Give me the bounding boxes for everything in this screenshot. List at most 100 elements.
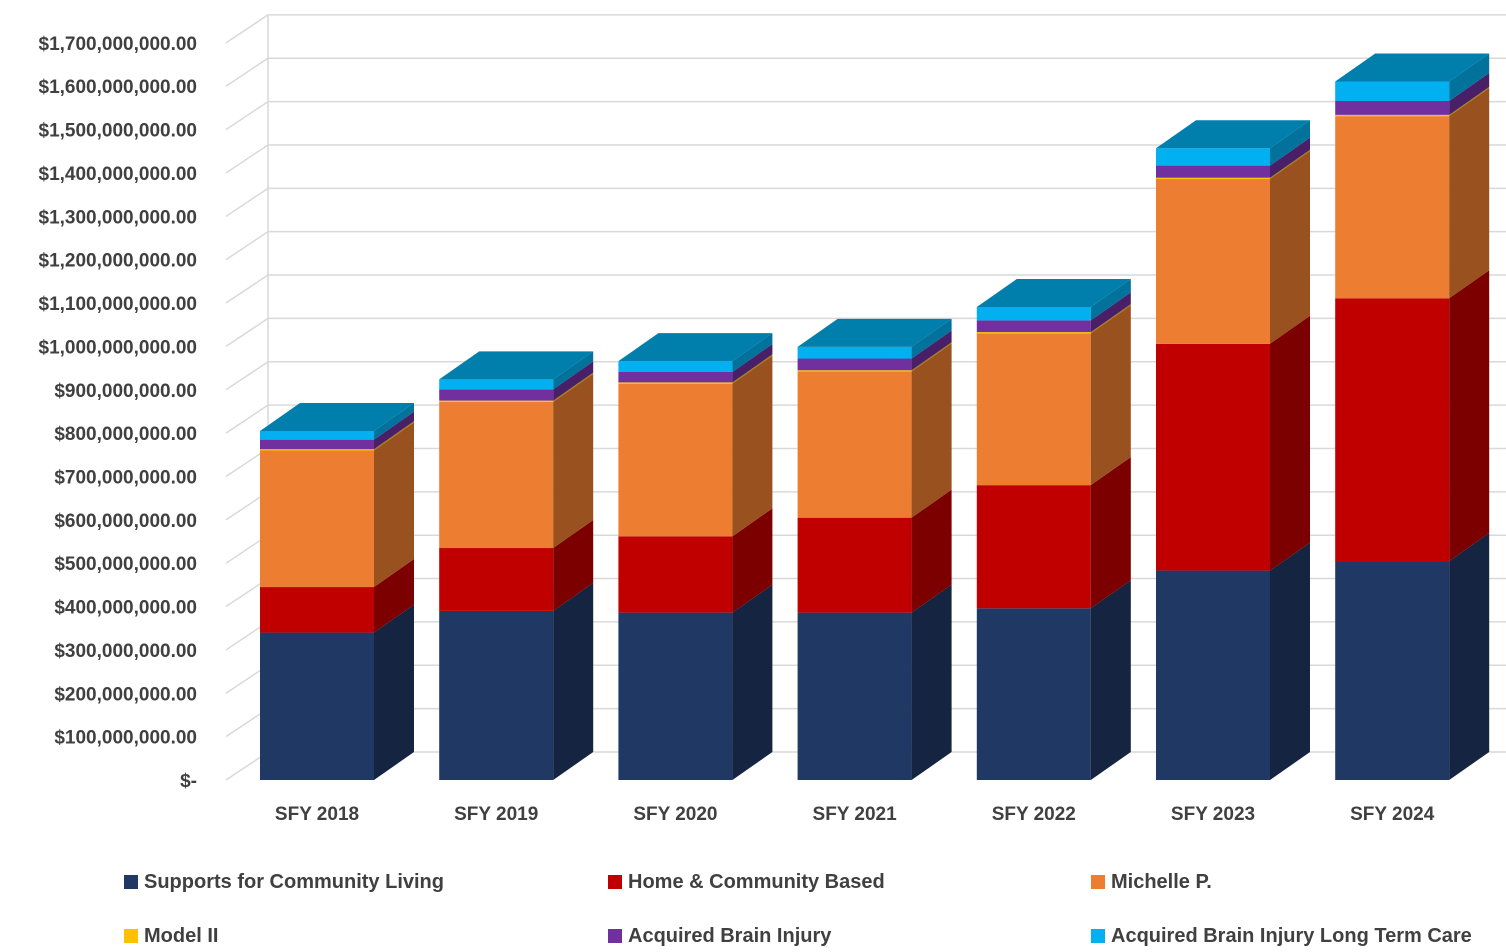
y-tick-label: $1,200,000,000.00 bbox=[39, 251, 198, 272]
bar-segment-side bbox=[732, 333, 773, 372]
bar-segment-side bbox=[911, 330, 952, 371]
bar-segment-side bbox=[1270, 315, 1310, 571]
bar-top bbox=[797, 318, 952, 347]
bar-segment-front bbox=[618, 382, 733, 384]
y-tick-label: $400,000,000.00 bbox=[54, 598, 197, 619]
bar-segment-front bbox=[797, 358, 912, 371]
bar-stack bbox=[797, 318, 952, 780]
bar-top bbox=[1156, 120, 1310, 149]
bar-segment-front bbox=[260, 430, 374, 440]
bar-stack bbox=[260, 402, 414, 780]
bar-segment-front bbox=[260, 632, 374, 780]
y-tick-label: $800,000,000.00 bbox=[54, 424, 197, 445]
y-tick-label: $200,000,000.00 bbox=[54, 684, 197, 705]
bar-stack bbox=[1335, 53, 1490, 780]
bar-top bbox=[260, 402, 414, 431]
bar-segment-front bbox=[797, 612, 912, 780]
bar-segment-front bbox=[797, 346, 912, 359]
bar-segment-front bbox=[976, 485, 1091, 609]
bar-segment-side bbox=[1270, 149, 1310, 180]
y-tick-label: $1,700,000,000.00 bbox=[39, 34, 198, 55]
gridline bbox=[225, 100, 1506, 131]
y-tick-label: $1,000,000,000.00 bbox=[39, 337, 198, 358]
bar-segment-front bbox=[976, 320, 1091, 333]
bar-segment-side bbox=[1449, 270, 1490, 562]
bar-segment-side bbox=[553, 361, 594, 401]
bar-segment-side bbox=[553, 351, 594, 390]
bar-segment-front bbox=[439, 400, 554, 402]
bar-segment-front bbox=[1335, 114, 1450, 117]
bar-segment-side bbox=[374, 411, 414, 450]
bar-segment-front bbox=[260, 449, 374, 451]
bar-segment-front bbox=[1156, 570, 1270, 780]
bar-segment-side bbox=[911, 489, 952, 613]
gridline bbox=[225, 274, 1506, 304]
bar-segment-front bbox=[260, 450, 374, 588]
gridline bbox=[225, 144, 1506, 174]
bar-segment-front bbox=[439, 379, 554, 390]
bar-segment-side bbox=[1090, 304, 1131, 334]
bar-segment-front bbox=[618, 361, 733, 372]
bar-segment-side bbox=[732, 354, 773, 384]
y-tick-label: $700,000,000.00 bbox=[54, 467, 197, 488]
bar-segment-side bbox=[732, 343, 773, 383]
bar-top bbox=[976, 278, 1131, 307]
x-tick-label: SFY 2022 bbox=[992, 804, 1076, 825]
bar-segment-front bbox=[1156, 179, 1270, 344]
y-tick-label: $100,000,000.00 bbox=[54, 728, 197, 749]
x-tick-label: SFY 2018 bbox=[275, 804, 359, 825]
bar-segment-front bbox=[1335, 561, 1450, 780]
bar-top bbox=[439, 351, 594, 380]
bar-segment-front bbox=[1156, 177, 1270, 180]
gridline bbox=[225, 230, 1506, 261]
bar-segment-front bbox=[439, 610, 554, 780]
bar-segment-front bbox=[1335, 298, 1450, 562]
bar-stack bbox=[1156, 120, 1310, 780]
bar-segment-side bbox=[374, 559, 414, 633]
bar-segment-front bbox=[797, 371, 912, 518]
bar-segment-side bbox=[1090, 305, 1131, 486]
bar-segment-front bbox=[260, 587, 374, 633]
gridline bbox=[225, 187, 1506, 217]
x-axis-category-labels: SFY 2018 SFY 2019 SFY 2020 SFY 2021 SFY 2022… bbox=[275, 804, 1435, 825]
bar-segment-side bbox=[374, 422, 414, 588]
bar-stack bbox=[439, 351, 594, 780]
bar-segment-side bbox=[1090, 278, 1131, 321]
bar-segment-side bbox=[374, 402, 414, 440]
bar-top bbox=[618, 333, 773, 362]
bar-segment-front bbox=[1335, 116, 1450, 299]
y-tick-label: $1,500,000,000.00 bbox=[39, 121, 198, 142]
bar-segment-front bbox=[976, 333, 1091, 486]
bar-segment-side bbox=[911, 343, 952, 518]
bar-segment-side bbox=[374, 421, 414, 451]
gridlines bbox=[225, 14, 1506, 781]
y-tick-label: $600,000,000.00 bbox=[54, 511, 197, 532]
bar-segment-side bbox=[1270, 542, 1310, 780]
bar-segment-front bbox=[1156, 165, 1270, 178]
y-tick-label: $1,100,000,000.00 bbox=[39, 294, 198, 315]
bar-segment-side bbox=[1270, 120, 1310, 166]
bar-segment-side bbox=[553, 373, 594, 549]
bar-segment-side bbox=[1270, 151, 1310, 344]
x-tick-label: SFY 2020 bbox=[633, 804, 717, 825]
y-tick-label: $1,600,000,000.00 bbox=[39, 77, 198, 98]
bar-segment-side bbox=[1449, 72, 1490, 115]
bar-segment-side bbox=[1270, 137, 1310, 178]
bar-segment-front bbox=[1156, 343, 1270, 571]
bar-segment-side bbox=[732, 355, 773, 537]
bar-segment-front bbox=[797, 370, 912, 372]
x-tick-label: SFY 2023 bbox=[1171, 804, 1255, 825]
bar-segment-side bbox=[1090, 457, 1131, 609]
bar-segment-front bbox=[797, 517, 912, 613]
bar-segment-front bbox=[439, 401, 554, 549]
y-axis-tick-labels: $- $100,000,000.00 $200,000,000.00 $300,000… bbox=[39, 34, 198, 792]
bar-segment-front bbox=[618, 371, 733, 383]
bar-segment-side bbox=[553, 582, 594, 780]
bar-segment-side bbox=[732, 508, 773, 613]
bar-segment-front bbox=[1335, 100, 1450, 115]
bar-segment-front bbox=[439, 548, 554, 611]
y-tick-label: $500,000,000.00 bbox=[54, 554, 197, 575]
bar-segment-front bbox=[1156, 148, 1270, 166]
y-tick-label: $300,000,000.00 bbox=[54, 641, 197, 662]
